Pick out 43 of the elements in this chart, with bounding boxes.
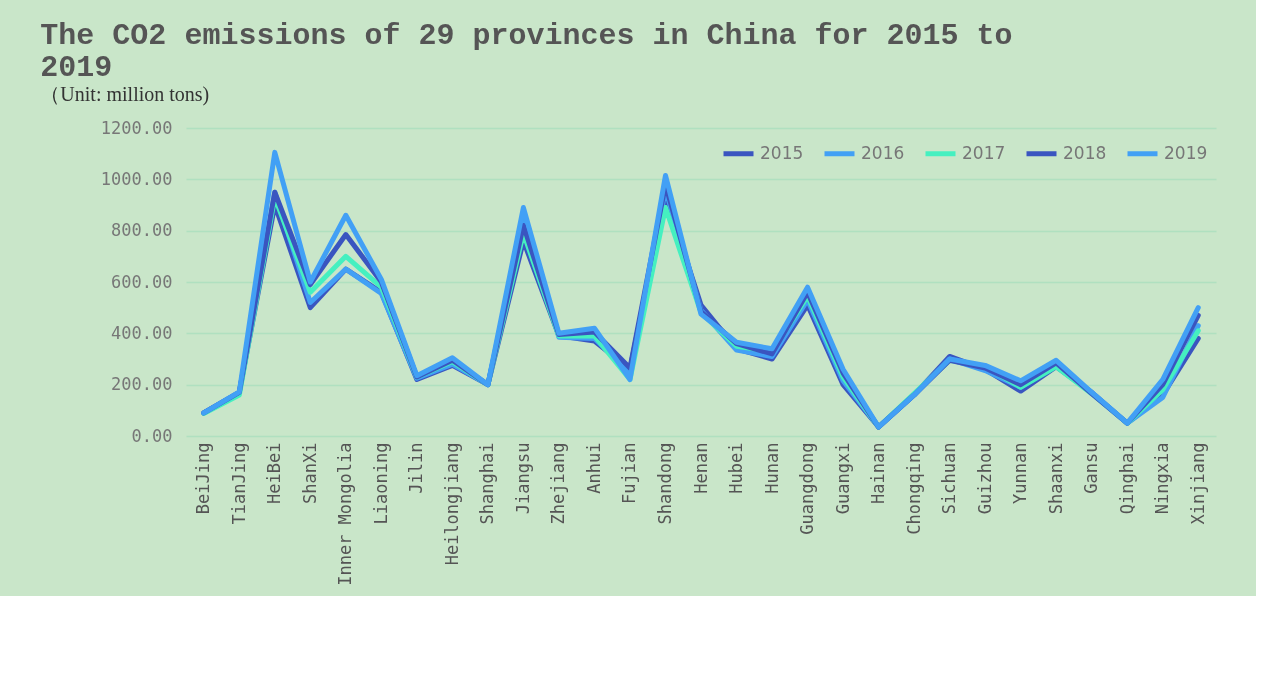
x-tick-label: Guangdong [797, 442, 818, 535]
x-tick-label: Jiangsu [512, 442, 533, 515]
y-tick-label: 0.00 [131, 425, 173, 446]
x-tick-label: TianJing [228, 442, 249, 525]
y-tick-label: 1200.00 [100, 117, 173, 138]
x-tick-label: Guizhou [974, 442, 995, 515]
x-tick-label: ShanXi [299, 442, 320, 504]
x-tick-label: Fujian [619, 442, 640, 504]
chart-title: The CO2 emissions of 29 provinces in China for 2015 to 2019 [40, 19, 1013, 85]
x-tick-label: Henan [690, 442, 711, 494]
x-tick-label: Hubei [726, 442, 747, 494]
legend-label: 2019 [1164, 142, 1208, 163]
x-tick-label: Zhejiang [548, 442, 569, 525]
x-tick-label: Shaanxi [1045, 442, 1066, 515]
y-tick-label: 400.00 [111, 322, 173, 343]
x-tick-label: Chongqing [903, 442, 924, 535]
x-tick-label: Guangxi [832, 442, 853, 515]
x-tick-label: Liaoning [370, 442, 391, 525]
x-tick-label: Shanghai [477, 442, 498, 525]
x-tick-label: Anhui [583, 442, 604, 494]
x-tick-label: BeiJing [193, 442, 214, 515]
x-tick-label: Heilongjiang [441, 442, 462, 566]
x-tick-label: HeiBei [264, 442, 285, 504]
x-tick-label: Yunnan [1010, 442, 1031, 504]
legend-label: 2017 [962, 142, 1006, 163]
x-tick-label: Xinjiang [1187, 442, 1208, 525]
chart-subtitle: （Unit: million tons) [40, 83, 210, 106]
x-tick-label: Jilin [406, 442, 427, 494]
x-tick-label: Hainan [868, 442, 889, 504]
y-tick-label: 200.00 [111, 374, 173, 395]
x-tick-label: Sichuan [939, 442, 960, 515]
x-tick-label: Shandong [654, 442, 675, 525]
x-tick-label: Inner Mongolia [335, 442, 356, 586]
legend-label: 2016 [861, 142, 905, 163]
y-tick-label: 800.00 [111, 220, 173, 241]
x-tick-label: Qinghai [1116, 442, 1137, 515]
legend-label: 2018 [1063, 142, 1107, 163]
x-tick-label: Gansu [1081, 442, 1102, 494]
x-tick-label: Hunan [761, 442, 782, 494]
y-tick-label: 1000.00 [100, 168, 173, 189]
x-tick-label: Ningxia [1152, 442, 1173, 515]
y-tick-label: 600.00 [111, 271, 173, 292]
legend-label: 2015 [760, 142, 804, 163]
